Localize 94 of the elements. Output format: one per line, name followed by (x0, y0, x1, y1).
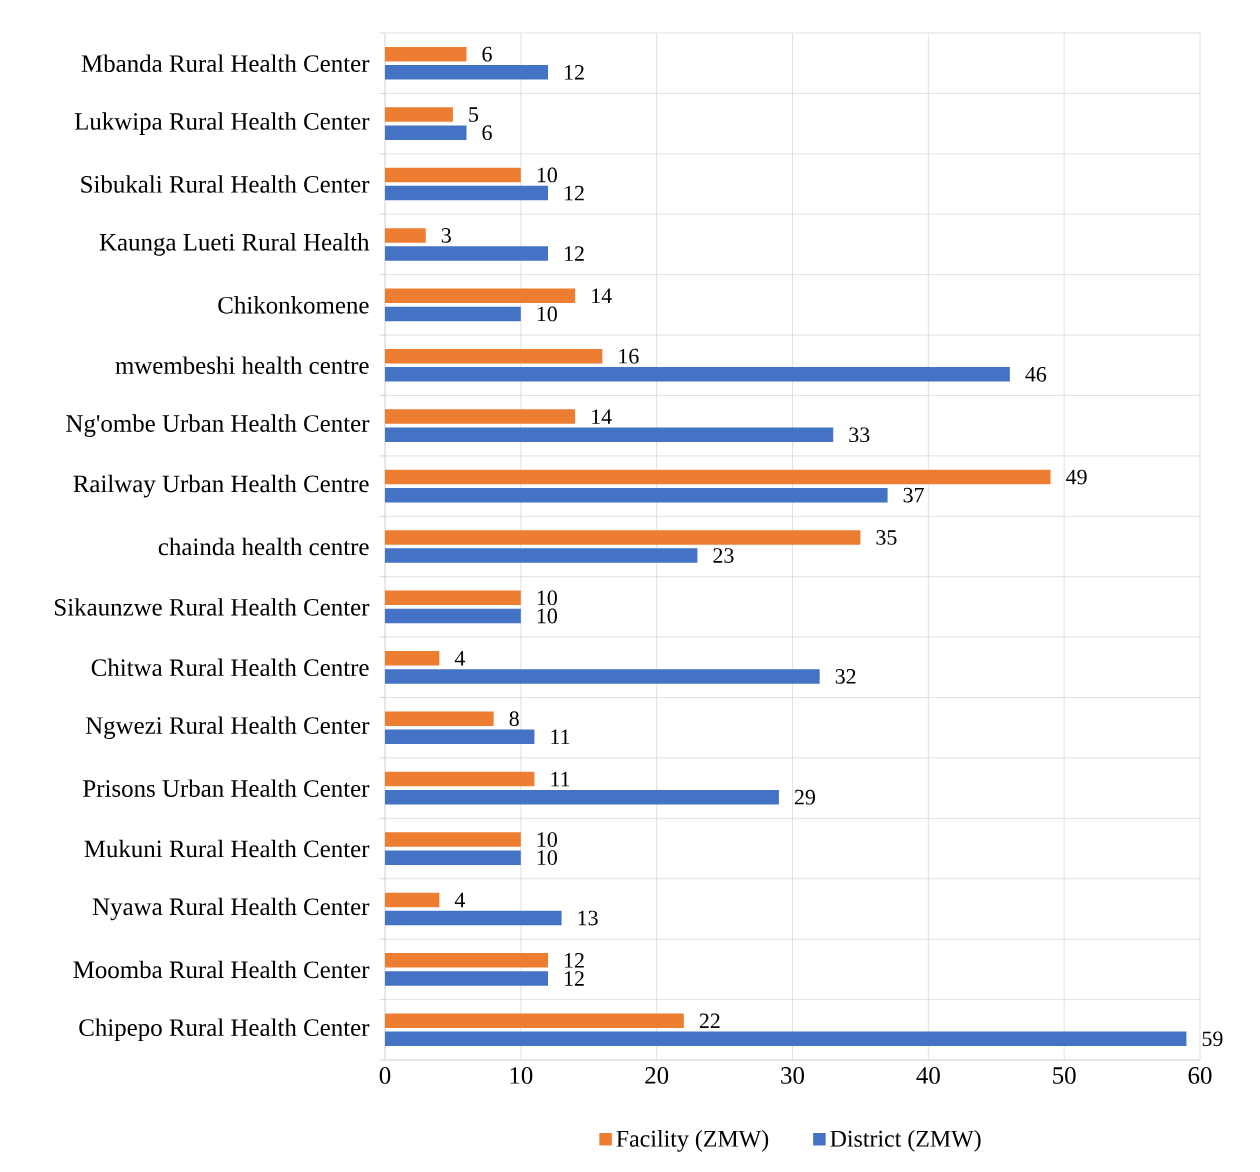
legend-label: Facility (ZMW) (616, 1129, 769, 1152)
bar (385, 850, 521, 865)
data-label: 22 (699, 1013, 720, 1028)
y-tick-label: Moomba Rural Health Center (73, 960, 370, 979)
bar (385, 608, 521, 624)
y-tick-label: Sikaunzwe Rural Health Center (55, 598, 370, 616)
data-label: 32 (835, 669, 856, 684)
bar (385, 107, 453, 122)
bar (385, 711, 494, 726)
bar (385, 487, 888, 503)
bar (385, 892, 440, 908)
data-label: 13 (578, 910, 598, 926)
data-label: 5 (469, 107, 479, 122)
data-label: 12 (564, 246, 584, 261)
data-label: 23 (713, 548, 734, 563)
data-label: 11 (551, 771, 570, 787)
x-tick-label: 50 (1053, 1067, 1076, 1084)
bar (385, 167, 521, 183)
y-tick-label: Ngwezi Rural Health Center (85, 716, 370, 740)
data-label: 29 (794, 789, 815, 805)
bar (385, 771, 535, 787)
bar (385, 548, 698, 563)
bar (385, 729, 535, 745)
data-label: 10 (537, 832, 557, 847)
x-tick-label: 0 (379, 1067, 391, 1084)
bar (385, 367, 1010, 382)
y-tick-label: Chikonkomene (218, 296, 369, 314)
data-label: 10 (537, 167, 557, 183)
data-label: 33 (849, 427, 870, 443)
bar (385, 789, 779, 805)
data-label: 4 (454, 892, 465, 908)
y-tick-label: Ng'ombe Urban Health Center (66, 414, 370, 438)
y-tick-label: Sibukali Rural Health Center (81, 175, 370, 193)
y-tick-label: Railway Urban Health Centre (73, 474, 369, 498)
y-tick-label: Mukuni Rural Health Center (84, 839, 370, 858)
y-tick-label: mwembeshi health centre (115, 356, 369, 375)
data-label: 49 (1066, 469, 1087, 485)
bar (385, 306, 521, 322)
y-tick-label: Kaunga Lueti Rural Health (99, 233, 370, 256)
y-tick-label: Lukwipa Rural Health Center (74, 112, 370, 135)
bar (385, 1013, 684, 1028)
y-tick-label: Nyawa Rural Health Center (92, 897, 370, 921)
bar (385, 971, 548, 986)
data-label: 11 (551, 729, 570, 745)
bar (385, 669, 820, 684)
data-label: 12 (564, 953, 584, 968)
bar (385, 409, 576, 424)
data-label: 46 (1025, 366, 1047, 382)
data-label: 14 (592, 288, 612, 304)
bar (385, 185, 548, 201)
bar (385, 46, 467, 62)
data-label: 10 (537, 608, 557, 624)
x-tick-label: 10 (510, 1067, 533, 1084)
data-label: 12 (564, 971, 584, 986)
data-label: 3 (441, 228, 451, 243)
data-label: 6 (482, 125, 492, 141)
data-label: 14 (592, 409, 612, 424)
data-label: 16 (619, 348, 639, 364)
y-tick-label: Mbanda Rural Health Center (81, 54, 370, 72)
bar (385, 590, 521, 606)
data-label: 12 (564, 185, 584, 201)
x-tick-label: 30 (781, 1067, 804, 1084)
legend-label: District (ZMW) (830, 1129, 981, 1152)
bar (385, 246, 548, 261)
bar (385, 530, 861, 545)
y-tick-label: Chitwa Rural Health Centre (91, 658, 369, 677)
bar (385, 953, 548, 968)
bar (385, 65, 548, 80)
bar (385, 1031, 1187, 1047)
bar (385, 348, 603, 364)
data-label: 35 (876, 530, 897, 545)
y-tick-label: Chipepo Rural Health Center (79, 1018, 370, 1042)
data-label: 10 (537, 590, 557, 606)
y-tick-label: chainda health centre (158, 537, 369, 556)
y-tick-label: Prisons Urban Health Center (83, 779, 370, 797)
data-label: 6 (482, 46, 492, 62)
data-label: 8 (509, 711, 519, 727)
data-label: 12 (564, 65, 584, 80)
data-label: 10 (537, 850, 557, 866)
bar (385, 228, 426, 243)
bar (385, 910, 562, 926)
bar (385, 469, 1051, 485)
x-tick-label: 60 (1188, 1067, 1212, 1084)
bar (385, 125, 467, 140)
bar (385, 832, 521, 847)
data-label: 59 (1202, 1031, 1223, 1047)
data-label: 10 (537, 306, 557, 322)
bar (385, 288, 576, 304)
bar (385, 427, 834, 442)
bar (385, 651, 440, 666)
data-label: 37 (903, 487, 924, 503)
x-tick-label: 40 (916, 1067, 940, 1084)
x-tick-label: 20 (645, 1067, 669, 1084)
data-label: 4 (454, 651, 465, 666)
